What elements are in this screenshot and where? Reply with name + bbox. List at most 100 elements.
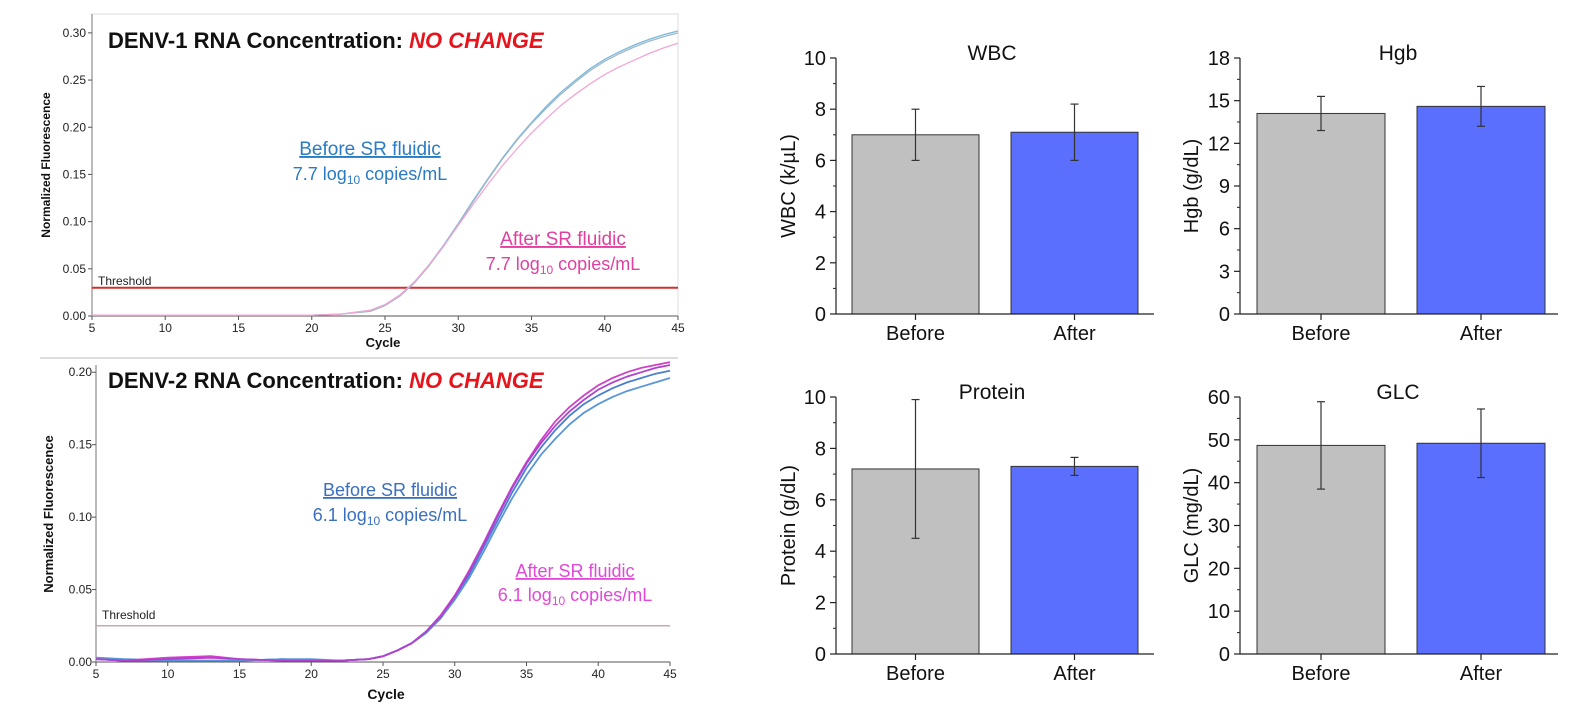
- denv1-plot-frame: [91, 13, 679, 317]
- denv1-x-tick-label: 20: [305, 321, 319, 335]
- denv1-y-tick-label: 0.10: [63, 215, 87, 229]
- glc-bar-chart: GLC GLC (mg/dL) Before After 0 10 20 30 40 50 60: [1181, 381, 1558, 685]
- glc-y-tick-label: 30: [1208, 516, 1230, 538]
- hgb-bar-after: [1416, 105, 1546, 315]
- protein-y-tick-label: 0: [815, 644, 826, 666]
- wbc-bar-before: [851, 134, 980, 315]
- hgb-title: Hgb: [1379, 42, 1418, 65]
- hgb-y-tick-label: 9: [1219, 176, 1230, 198]
- denv2-annotation-before: Before SR fluidic 6.1 log10 copies/mL: [313, 480, 467, 528]
- glc-y-tick-label: 60: [1208, 387, 1230, 409]
- wbc-y-tick-label: 6: [815, 150, 826, 172]
- protein-y-tick-label: 10: [804, 387, 826, 409]
- denv1-x-tick-label: 10: [159, 321, 173, 335]
- wbc-x-tick-label: After: [1053, 323, 1096, 345]
- denv1-annotation-after-value: 7.7 log10 copies/mL: [486, 254, 640, 277]
- denv2-series-line-4: [95, 364, 671, 662]
- protein-x-tick-label: Before: [886, 663, 945, 685]
- denv2-annotation-before-title: Before SR fluidic: [323, 480, 457, 500]
- denv1-y-tick-label: 0.20: [63, 120, 87, 134]
- denv2-x-tick-label: 40: [592, 667, 606, 681]
- denv2-title: DENV-2 RNA Concentration: NO CHANGE: [108, 368, 545, 393]
- glc-y-tick-label: 20: [1208, 558, 1230, 580]
- wbc-y-tick-label: 0: [815, 304, 826, 326]
- denv1-x-tick-label: 45: [671, 321, 685, 335]
- protein-title: Protein: [959, 381, 1026, 404]
- denv1-threshold-label: Threshold: [98, 274, 151, 288]
- denv1-y-axis-label: Normalized Fluorescence: [39, 92, 53, 238]
- denv1-y-tick-label: 0.15: [63, 167, 87, 181]
- glc-y-tick-label: 50: [1208, 430, 1230, 452]
- hgb-y-tick-label: 6: [1219, 219, 1230, 241]
- denv2-x-tick-label: 30: [448, 667, 462, 681]
- hgb-y-tick-label: 0: [1219, 304, 1230, 326]
- denv1-y-tick-label: 0.00: [63, 309, 87, 323]
- denv1-line-chart: DENV-1 RNA Concentration: NO CHANGE Norm…: [39, 13, 685, 350]
- denv1-y-tick-label: 0.05: [63, 262, 87, 276]
- hgb-y-axis-label: Hgb (g/dL): [1181, 139, 1203, 234]
- denv1-y-tick-label: 0.30: [63, 26, 87, 40]
- protein-y-axis-label: Protein (g/dL): [778, 465, 800, 586]
- protein-bar-after: [1010, 465, 1139, 655]
- denv2-y-tick-label: 0.20: [69, 365, 93, 379]
- denv2-y-tick-label: 0.15: [69, 438, 93, 452]
- denv2-x-tick-label: 45: [663, 667, 677, 681]
- hgb-x-tick-label: Before: [1292, 323, 1351, 345]
- hgb-y-tick-label: 3: [1219, 261, 1230, 283]
- denv1-annotation-before: Before SR fluidic 7.7 log10 copies/mL: [293, 139, 447, 187]
- wbc-y-tick-label: 8: [815, 99, 826, 121]
- denv1-x-tick-label: 35: [525, 321, 539, 335]
- denv2-y-tick-label: 0.10: [69, 510, 93, 524]
- wbc-y-tick-label: 2: [815, 253, 826, 275]
- denv1-x-tick-label: 5: [89, 321, 96, 335]
- denv2-y-axis-label: Normalized Fluorescence: [41, 435, 56, 593]
- protein-y-tick-label: 8: [815, 438, 826, 460]
- denv2-annotation-after: After SR fluidic 6.1 log10 copies/mL: [498, 561, 652, 608]
- denv1-x-tick-label: 40: [598, 321, 612, 335]
- wbc-title: WBC: [968, 42, 1017, 65]
- glc-bar-after: [1416, 442, 1546, 655]
- denv1-x-tick-label: 15: [232, 321, 246, 335]
- wbc-y-axis-label: WBC (k/µL): [778, 134, 800, 238]
- denv1-y-tick-label: 0.25: [63, 73, 87, 87]
- glc-y-tick-label: 0: [1219, 644, 1230, 666]
- denv1-x-tick-label: 30: [452, 321, 466, 335]
- denv2-x-tick-label: 35: [520, 667, 534, 681]
- denv2-annotation-after-value: 6.1 log10 copies/mL: [498, 585, 652, 608]
- denv2-threshold-label: Threshold: [102, 608, 155, 622]
- denv2-x-tick-label: 25: [376, 667, 390, 681]
- glc-x-tick-label: After: [1460, 663, 1503, 685]
- denv2-x-tick-label: 10: [161, 667, 175, 681]
- denv1-x-tick-label: 25: [378, 321, 392, 335]
- denv2-series-line-2: [95, 377, 671, 662]
- denv2-x-axis-label: Cycle: [367, 686, 405, 702]
- hgb-y-tick-label: 12: [1208, 133, 1230, 155]
- glc-y-tick-label: 40: [1208, 473, 1230, 495]
- denv2-line-chart: DENV-2 RNA Concentration: NO CHANGE Norm…: [41, 361, 677, 702]
- wbc-bar-after: [1010, 131, 1139, 315]
- hgb-x-tick-label: After: [1460, 323, 1503, 345]
- denv2-x-tick-label: 15: [233, 667, 247, 681]
- hgb-y-tick-label: 15: [1208, 91, 1230, 113]
- denv2-annotation-after-title: After SR fluidic: [515, 561, 634, 581]
- protein-x-tick-label: After: [1053, 663, 1096, 685]
- denv2-y-tick-label: 0.05: [69, 583, 93, 597]
- wbc-y-tick-label: 10: [804, 48, 826, 70]
- hgb-bar-before: [1256, 112, 1386, 315]
- glc-y-axis-label: GLC (mg/dL): [1181, 468, 1203, 584]
- denv1-annotation-after-title: After SR fluidic: [500, 229, 626, 250]
- denv1-series-line-3: [92, 42, 679, 316]
- denv1-annotation-before-value: 7.7 log10 copies/mL: [293, 164, 447, 187]
- hgb-bar-chart: Hgb Hgb (g/dL) Before After 0 3 6 9 12 15 18: [1181, 42, 1558, 345]
- denv1-x-axis-label: Cycle: [366, 335, 401, 350]
- protein-y-tick-label: 4: [815, 541, 826, 563]
- denv2-annotation-before-value: 6.1 log10 copies/mL: [313, 505, 467, 528]
- glc-x-tick-label: Before: [1292, 663, 1351, 685]
- denv1-annotation-after: After SR fluidic 7.7 log10 copies/mL: [486, 229, 640, 277]
- wbc-y-tick-label: 4: [815, 202, 826, 224]
- glc-title: GLC: [1376, 381, 1419, 404]
- denv2-y-tick-label: 0.00: [69, 655, 93, 669]
- wbc-x-tick-label: Before: [886, 323, 945, 345]
- glc-y-tick-label: 10: [1208, 601, 1230, 623]
